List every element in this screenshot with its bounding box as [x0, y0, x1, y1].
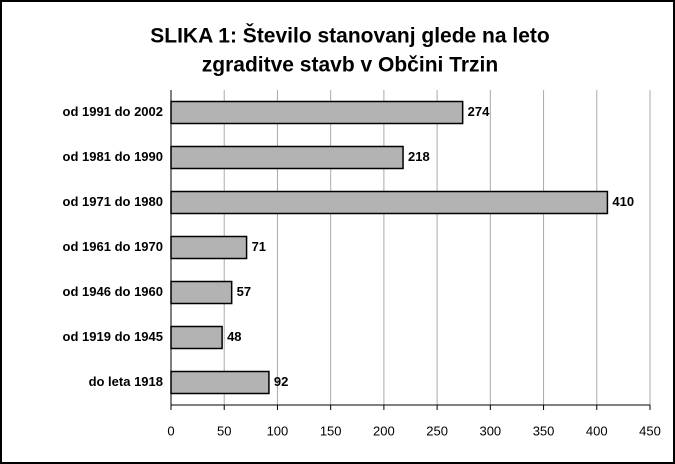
y-tick-label: od 1991 do 2002: [63, 104, 163, 119]
data-label: 410: [612, 194, 634, 209]
bar: [170, 280, 233, 305]
x-tick-label: 300: [479, 423, 501, 438]
x-tick-label: 100: [267, 423, 289, 438]
bar: [170, 370, 270, 395]
data-label: 274: [468, 104, 490, 119]
data-label: 71: [252, 239, 266, 254]
bar: [170, 325, 223, 350]
y-tick-label: od 1981 do 1990: [63, 149, 163, 164]
bar: [170, 190, 609, 215]
x-tick-label: 200: [373, 423, 395, 438]
y-tick-label: od 1946 do 1960: [63, 284, 163, 299]
chart-title: SLIKA 1: Število stanovanj glede na leto: [150, 24, 549, 48]
x-tick-label: 400: [586, 423, 608, 438]
y-tick-label: od 1961 do 1970: [63, 239, 163, 254]
data-label: 48: [227, 329, 241, 344]
bar: [170, 145, 404, 170]
x-tick-label: 50: [217, 423, 231, 438]
bar: [170, 235, 248, 260]
bar: [170, 100, 464, 125]
y-tick-label: od 1971 do 1980: [63, 194, 163, 209]
y-tick-label: od 1919 do 1945: [63, 329, 163, 344]
chart-title: zgraditve stavb v Občini Trzin: [202, 54, 498, 77]
data-label: 218: [408, 149, 430, 164]
x-tick-label: 350: [533, 423, 555, 438]
data-label: 92: [274, 374, 288, 389]
data-label: 57: [237, 284, 251, 299]
x-tick-label: 0: [167, 423, 174, 438]
x-tick-label: 450: [639, 423, 661, 438]
x-tick-label: 150: [320, 423, 342, 438]
x-tick-label: 250: [426, 423, 448, 438]
y-tick-label: do leta 1918: [89, 374, 163, 389]
